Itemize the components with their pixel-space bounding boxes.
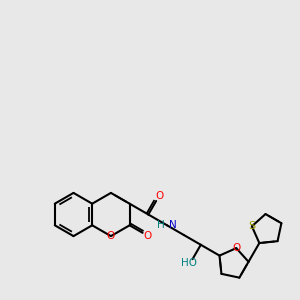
- Text: H: H: [157, 220, 165, 230]
- Text: O: O: [107, 231, 115, 241]
- Text: O: O: [143, 230, 152, 241]
- Text: N: N: [169, 220, 177, 230]
- Text: HO: HO: [181, 258, 197, 268]
- Text: S: S: [248, 221, 255, 231]
- Text: O: O: [232, 243, 240, 253]
- Text: O: O: [155, 191, 163, 201]
